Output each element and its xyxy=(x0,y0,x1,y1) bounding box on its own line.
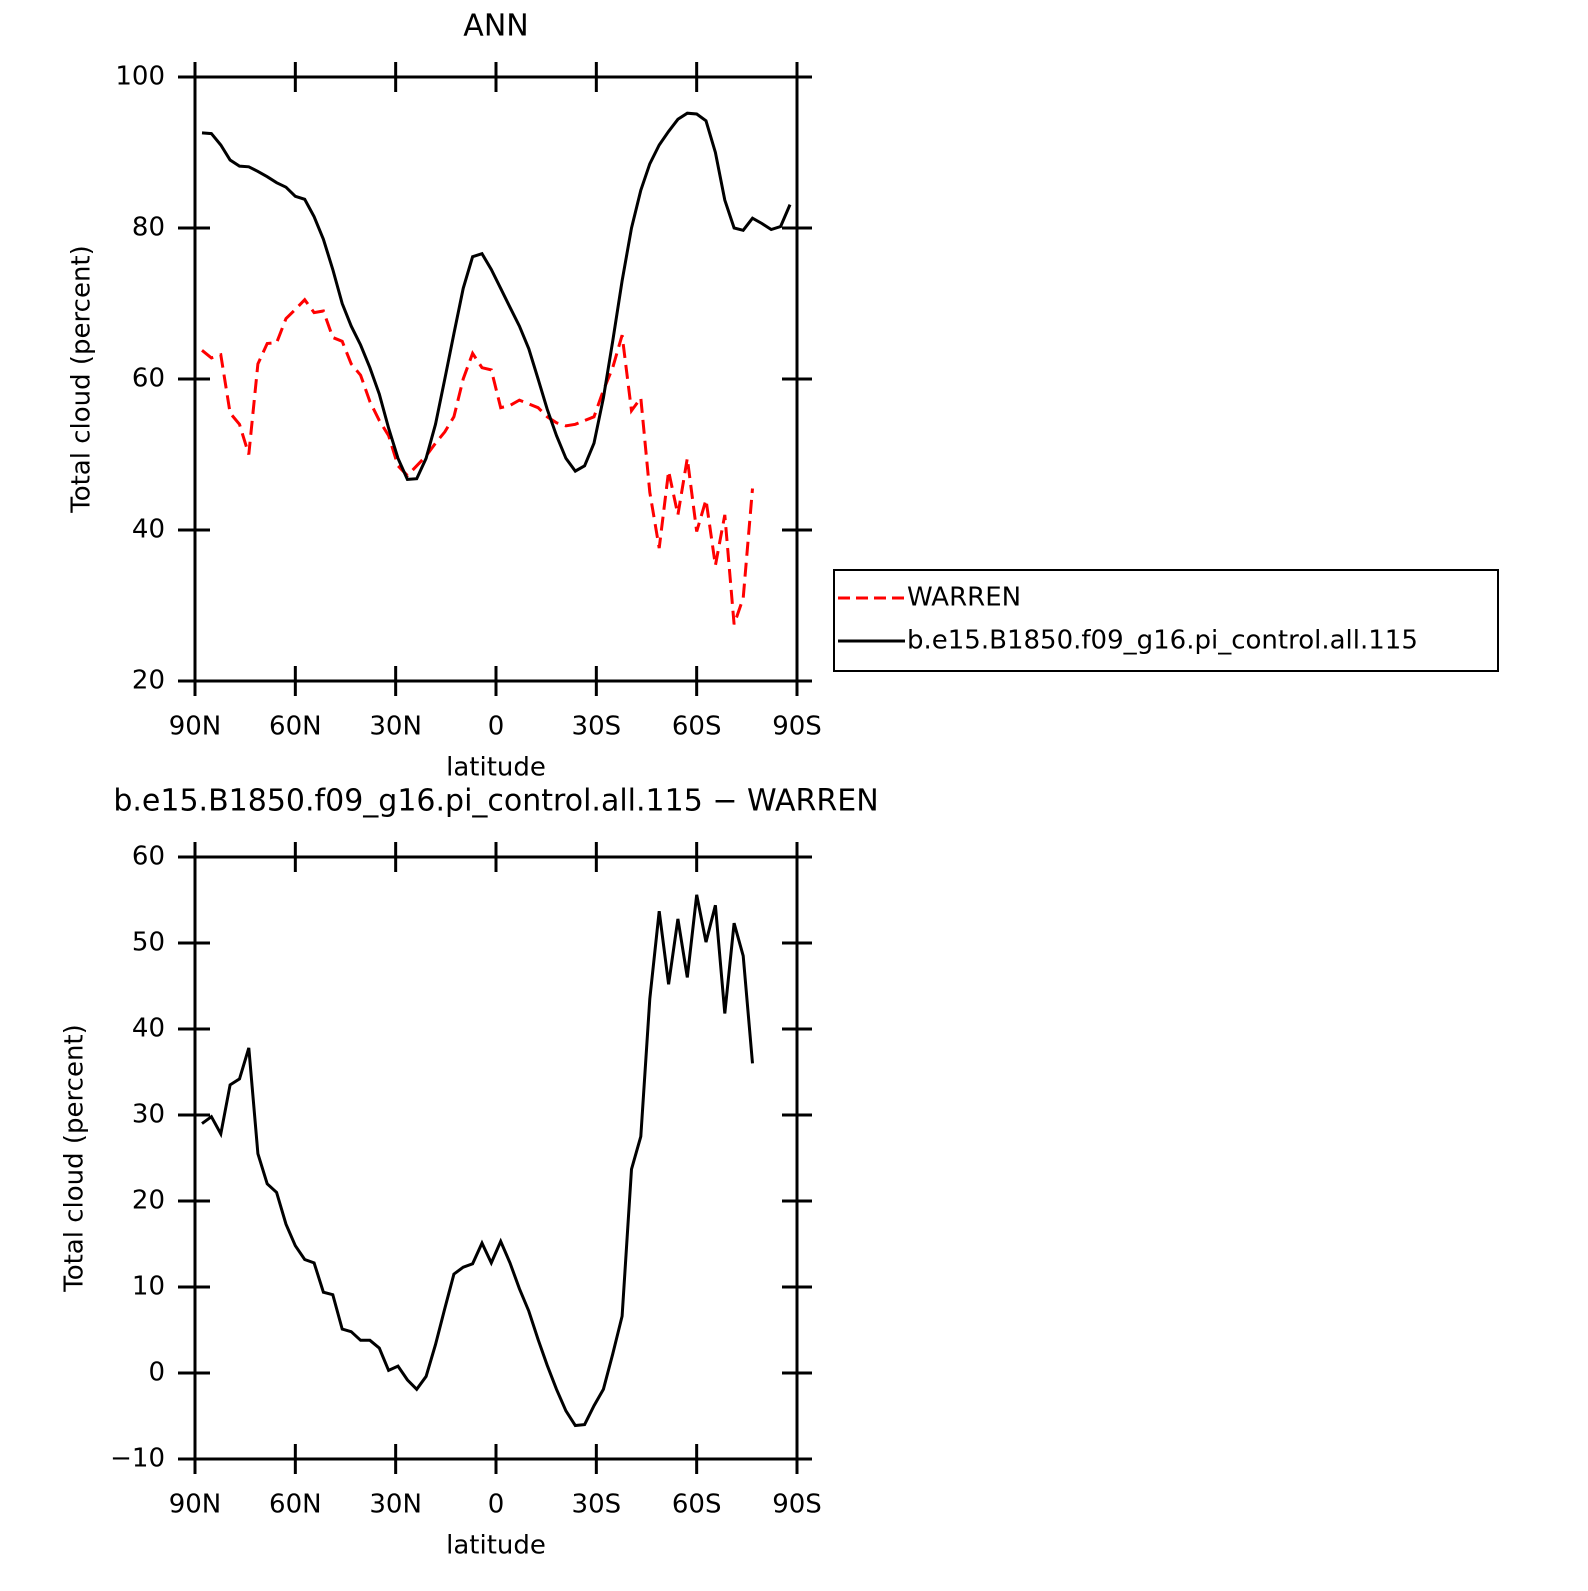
x-tick-label: 60N xyxy=(269,712,322,742)
y-tick-label: 50 xyxy=(132,928,165,958)
chart-title: b.e15.B1850.f09_g16.pi_control.all.115 −… xyxy=(113,784,878,819)
y-tick-label: 10 xyxy=(132,1272,165,1302)
x-axis-label: latitude xyxy=(446,753,546,783)
legend-box xyxy=(833,569,1499,672)
x-tick-label: 0 xyxy=(488,712,505,742)
x-tick-label: 90S xyxy=(772,712,822,742)
x-tick-label: 60N xyxy=(269,1490,322,1520)
y-tick-label: 0 xyxy=(148,1358,165,1388)
y-tick-label: 80 xyxy=(132,213,165,243)
y-axis-label: Total cloud (percent) xyxy=(67,245,97,514)
data-line xyxy=(201,297,754,625)
x-tick-label: 0 xyxy=(488,1490,505,1520)
x-tick-label: 60S xyxy=(672,712,722,742)
y-tick-label: 30 xyxy=(132,1100,165,1130)
x-tick-label: 60S xyxy=(672,1490,722,1520)
data-line xyxy=(201,894,754,1428)
y-tick-label: 100 xyxy=(115,62,165,92)
y-tick-label: 20 xyxy=(132,666,165,696)
y-tick-label: 40 xyxy=(132,1014,165,1044)
y-tick-label: 40 xyxy=(132,515,165,545)
x-tick-label: 30N xyxy=(369,1490,422,1520)
legend-label: WARREN xyxy=(907,583,1021,613)
y-tick-label: 20 xyxy=(132,1186,165,1216)
x-tick-label: 90S xyxy=(772,1490,822,1520)
chart-title: ANN xyxy=(463,9,528,44)
x-tick-label: 30S xyxy=(572,712,622,742)
y-tick-label: 60 xyxy=(132,364,165,394)
y-tick-label: 60 xyxy=(132,842,165,872)
x-axis-label: latitude xyxy=(446,1531,546,1561)
x-tick-label: 30N xyxy=(369,712,422,742)
legend-label: b.e15.B1850.f09_g16.pi_control.all.115 xyxy=(907,626,1418,656)
x-tick-label: 90N xyxy=(169,1490,222,1520)
plot-frame xyxy=(193,855,799,1461)
x-tick-label: 90N xyxy=(169,712,222,742)
plot-frame xyxy=(193,75,799,683)
data-line xyxy=(201,111,792,481)
y-tick-label: −10 xyxy=(110,1444,165,1474)
x-tick-label: 30S xyxy=(572,1490,622,1520)
y-axis-label: Total cloud (percent) xyxy=(60,1024,90,1293)
